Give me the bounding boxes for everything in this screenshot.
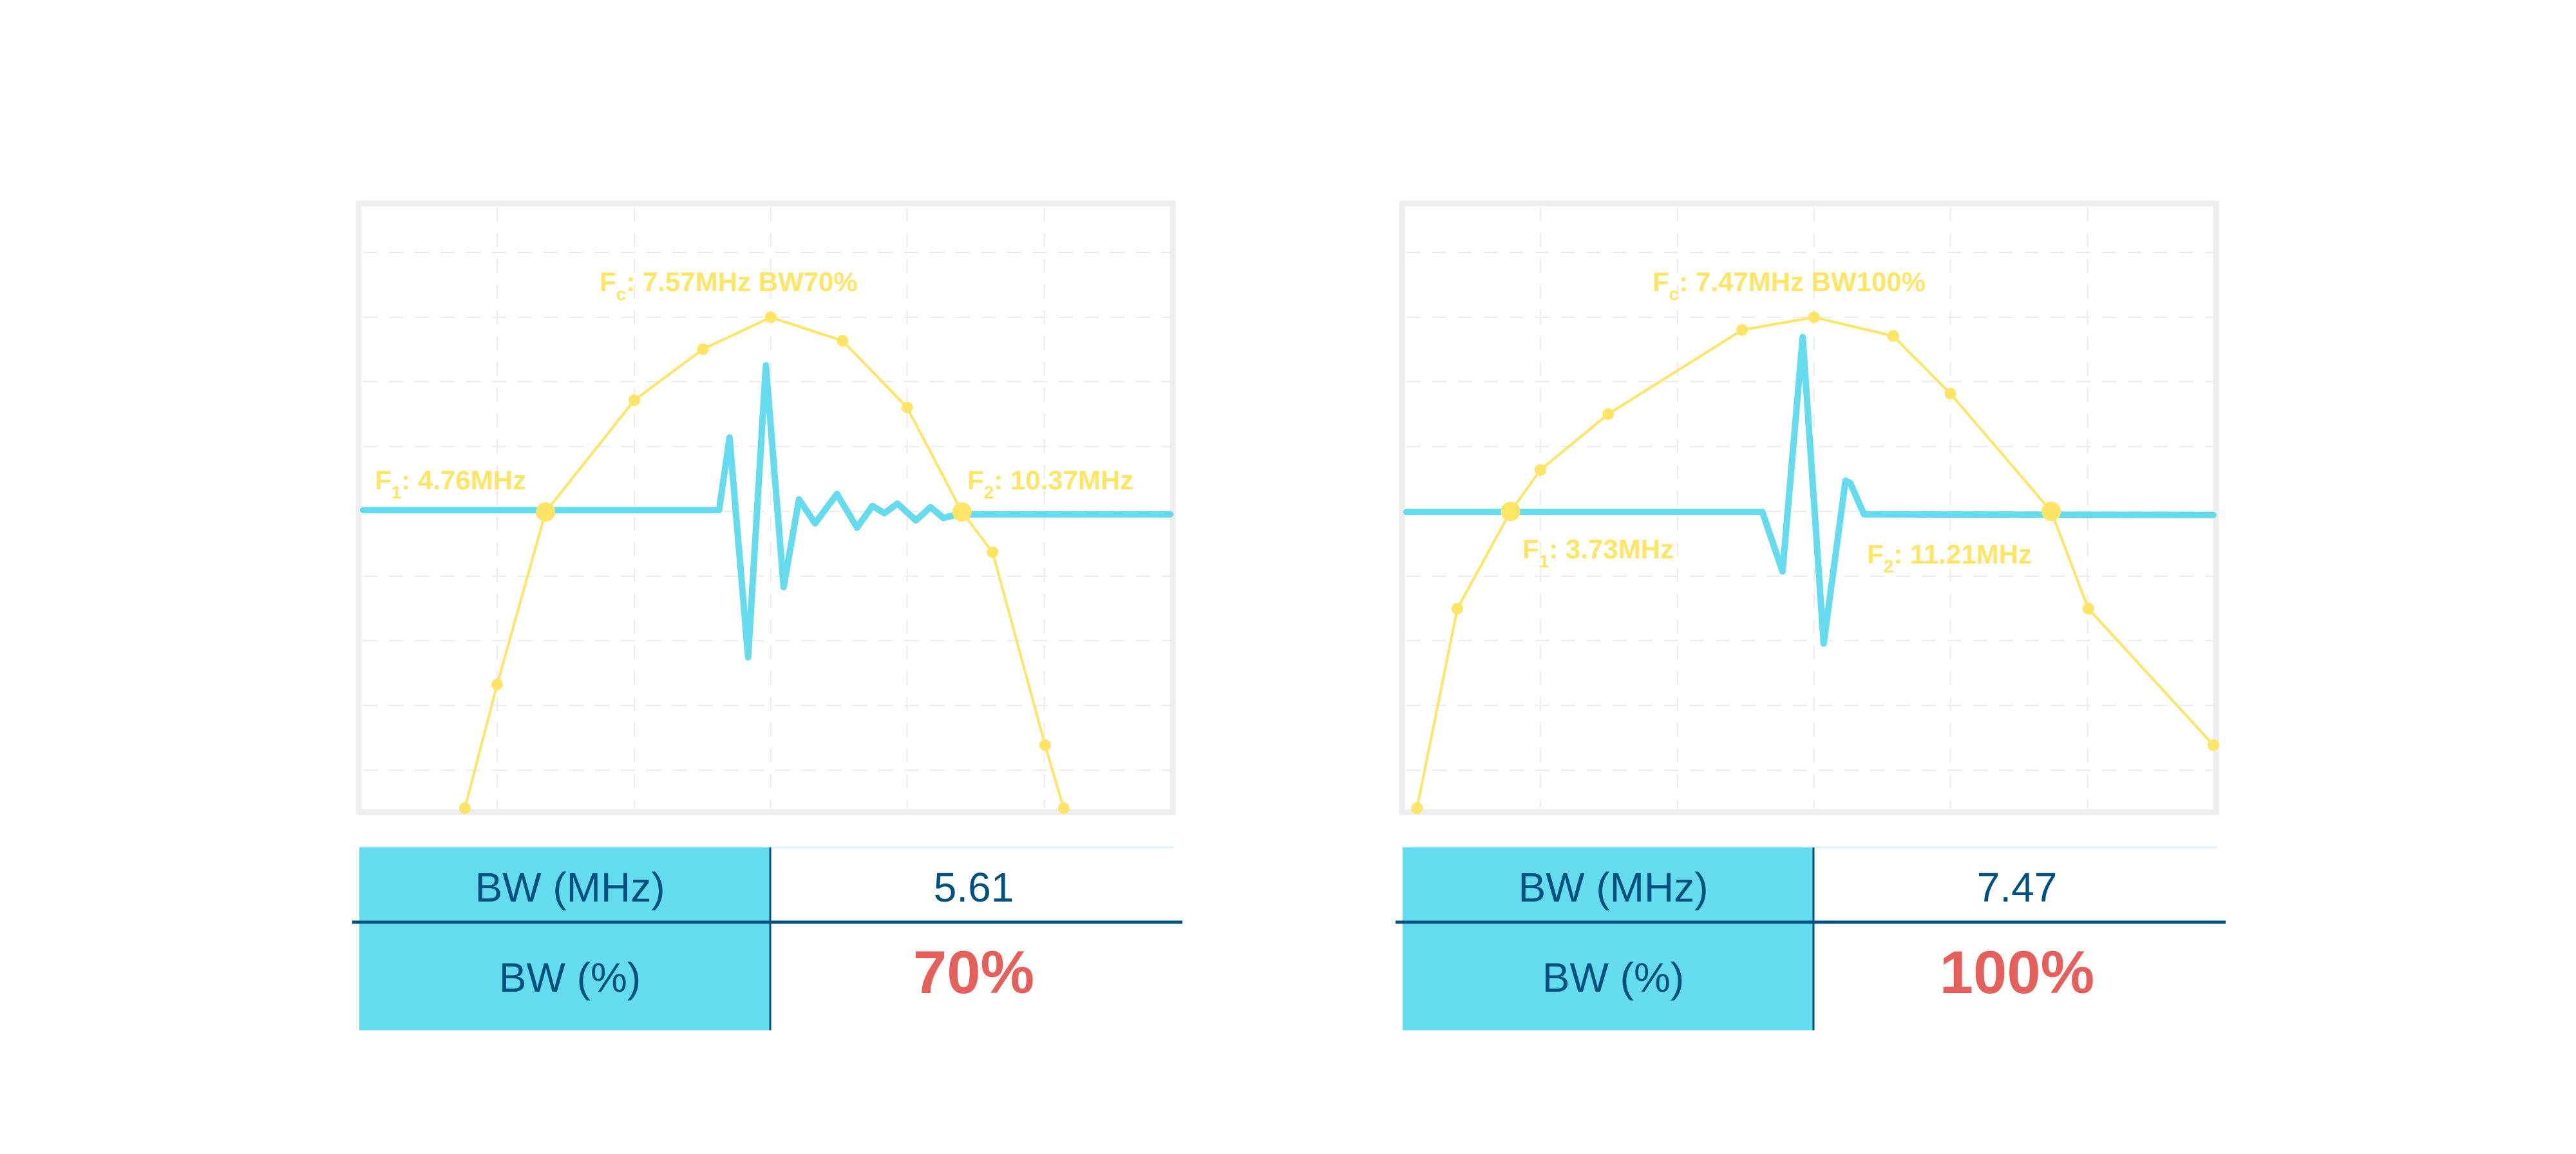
response-point: [2208, 739, 2219, 752]
response-point: [1887, 330, 1899, 342]
chart-frame: [1399, 200, 2219, 815]
table-header-cell: [1403, 847, 1814, 1030]
f1-label: F1: 4.76MHz: [375, 465, 526, 502]
f1-label: F1: 3.73MHz: [1522, 534, 1674, 571]
f2-label: F2: 11.21MHz: [1867, 539, 2032, 576]
response-point: [1808, 311, 1820, 323]
response-point: [2082, 603, 2094, 615]
fc-label: Fc: 7.47MHz BW100%: [1653, 267, 1926, 304]
response-point: [1944, 388, 1956, 400]
fc-label: Fc: 7.57MHz BW70%: [600, 267, 858, 304]
value-bw-percent: 70%: [913, 938, 1034, 1006]
response-point: [1451, 603, 1463, 615]
response-point: [1736, 324, 1748, 336]
pulse-waveform-line: [1403, 334, 2217, 647]
chart-marks: [360, 311, 1173, 814]
frequency-response-line: [463, 316, 1065, 809]
bandwidth-table: BW (MHz) 7.47 BW (%) 100%: [1396, 846, 2226, 1030]
row-label-bw-mhz: BW (MHz): [475, 864, 665, 911]
response-point: [1039, 739, 1051, 752]
row-label-bw-percent: BW (%): [499, 954, 641, 1001]
cutoff-point: [536, 502, 556, 522]
response-point: [837, 335, 849, 347]
row-label-bw-mhz: BW (MHz): [1518, 864, 1708, 911]
f2-label: F2: 10.37MHz: [967, 465, 1133, 502]
response-point: [629, 394, 641, 406]
cutoff-point: [1501, 502, 1520, 522]
bandwidth-table: BW (MHz) 5.61 BW (%) 70%: [352, 846, 1182, 1030]
response-point: [1534, 464, 1546, 476]
response-point: [697, 343, 709, 355]
response-point: [901, 401, 913, 413]
panel-right: Fc: 7.47MHz BW100% F1: 3.73MHz F2: 11.21…: [1396, 200, 2226, 1030]
response-point: [987, 546, 999, 558]
grid: [1406, 207, 2213, 808]
response-point: [1057, 802, 1070, 814]
response-point: [764, 311, 777, 323]
table-header-cell: [359, 847, 770, 1030]
response-point: [459, 802, 471, 814]
cutoff-point: [2041, 502, 2061, 522]
response-point: [1602, 408, 1615, 420]
frequency-response-line: [1416, 316, 2215, 809]
row-label-bw-percent: BW (%): [1542, 954, 1684, 1001]
value-bw-mhz: 5.61: [934, 864, 1014, 911]
response-point: [1411, 802, 1423, 814]
cutoff-point: [952, 502, 972, 522]
pulse-waveform-line: [360, 362, 1173, 661]
chart-marks: [1403, 311, 2219, 814]
value-bw-mhz: 7.47: [1977, 864, 2058, 911]
response-point: [491, 678, 503, 690]
panel-left: Fc: 7.57MHz BW70% F1: 4.76MHz F2: 10.37M…: [352, 200, 1182, 1030]
value-bw-percent: 100%: [1940, 938, 2094, 1006]
